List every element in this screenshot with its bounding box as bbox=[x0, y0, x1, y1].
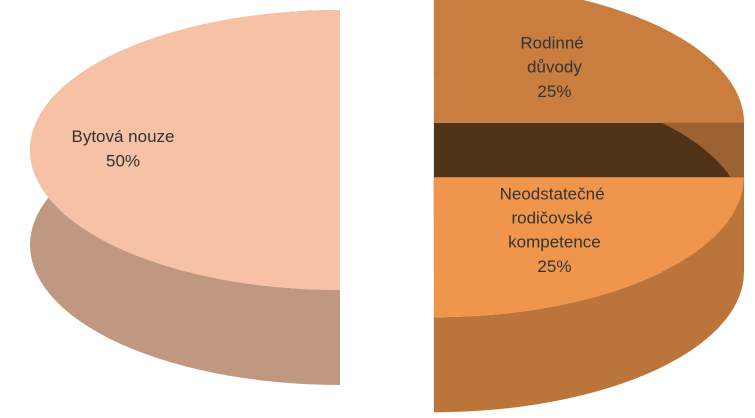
pie-slice bbox=[433, 177, 744, 413]
slice-label: Neodstatečné rodičovské kompetence bbox=[500, 185, 610, 252]
slice-value-label: 50% bbox=[106, 151, 140, 170]
slice-top bbox=[433, 0, 744, 123]
label-line: rodičovské bbox=[511, 209, 597, 228]
slice-label: Rodinné důvody bbox=[520, 34, 588, 77]
label-line: kompetence bbox=[508, 233, 601, 252]
slice-value-label: 25% bbox=[537, 257, 571, 276]
label-line: důvody bbox=[527, 58, 582, 77]
pie-slice bbox=[30, 10, 340, 385]
label-line: Neodstatečné bbox=[500, 185, 610, 204]
slice-value-label: 25% bbox=[537, 82, 571, 101]
label-line: Rodinné bbox=[520, 34, 588, 53]
slice-label: Bytová nouze bbox=[71, 127, 174, 146]
slice-top bbox=[30, 10, 340, 290]
label-line: Bytová nouze bbox=[71, 127, 174, 146]
slice-side bbox=[433, 177, 744, 413]
slice-top bbox=[433, 177, 744, 318]
